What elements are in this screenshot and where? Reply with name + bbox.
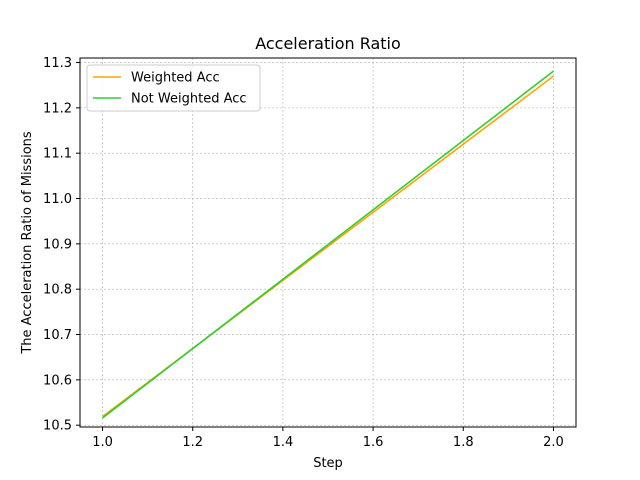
x-tick-label: 1.6: [363, 435, 384, 450]
legend-label: Not Weighted Acc: [131, 92, 247, 107]
x-axis-ticks: 1.0 1.2 1.4 1.6 1.8 2.0: [92, 427, 564, 450]
x-tick-label: 1.2: [182, 435, 203, 450]
plot-area-frame: [79, 57, 577, 428]
x-tick-label: 2.0: [543, 435, 564, 450]
y-tick-label: 11.0: [43, 192, 72, 207]
legend-box: [86, 64, 261, 112]
y-tick-label: 10.9: [43, 237, 72, 252]
x-tick-label: 1.0: [92, 435, 113, 450]
y-tick-label: 10.5: [43, 419, 72, 434]
y-tick-label: 10.6: [43, 373, 72, 388]
x-tick-label: 1.4: [273, 435, 294, 450]
x-axis-label: Step: [313, 456, 343, 471]
y-tick-label: 11.3: [43, 56, 72, 71]
y-tick-label: 10.8: [43, 283, 72, 298]
y-axis-label: The Acceleration Ratio of Missions: [20, 131, 35, 355]
y-tick-label: 11.2: [43, 101, 72, 116]
y-axis-ticks: 10.5 10.6 10.7 10.8 10.9 11.0 11.1 11.2 11.3: [43, 56, 80, 434]
y-tick-label: 11.1: [43, 147, 72, 162]
legend: Weighted Acc Not Weighted Acc: [86, 64, 261, 112]
y-tick-label: 10.7: [43, 328, 72, 343]
chart-title: Acceleration Ratio: [255, 34, 401, 53]
legend-label: Weighted Acc: [131, 71, 220, 86]
x-tick-label: 1.8: [453, 435, 474, 450]
series-line-2: [102, 70, 554, 419]
series-layer: [102, 70, 554, 419]
